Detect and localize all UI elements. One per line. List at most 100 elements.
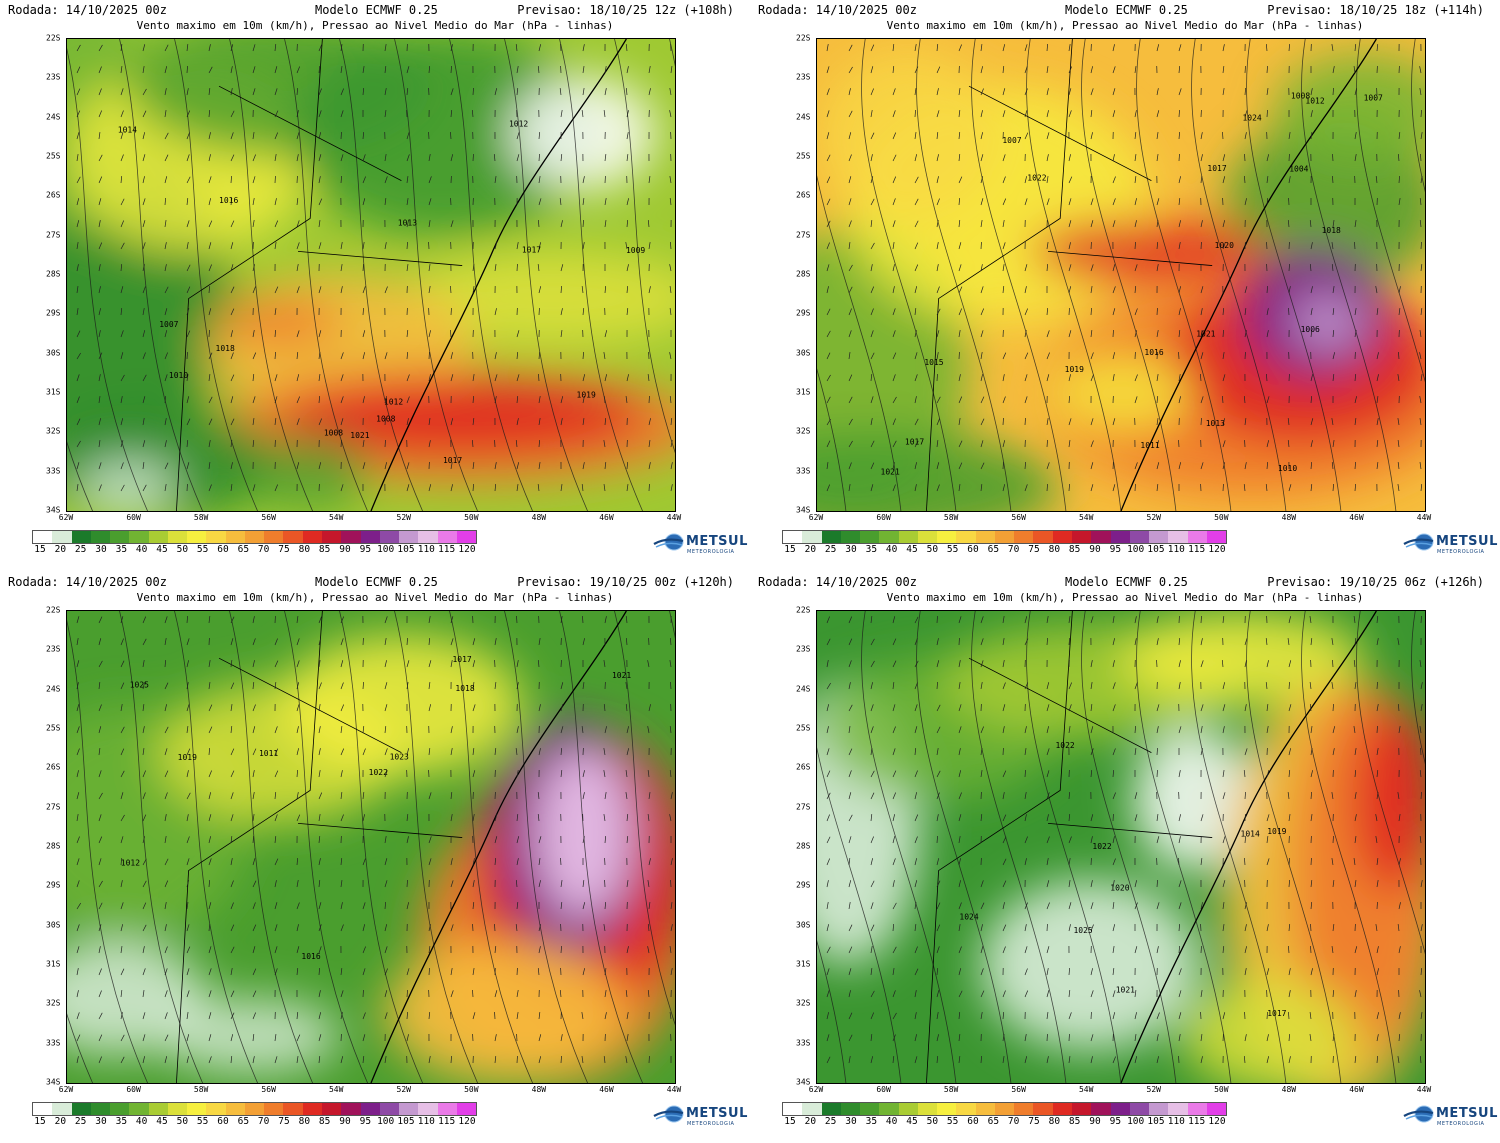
wind-arrow <box>848 440 853 448</box>
wind-arrow <box>450 44 453 52</box>
wind-arrow <box>1156 110 1160 118</box>
wind-arrow <box>1244 660 1247 668</box>
wind-arrow <box>625 87 628 96</box>
wind-arrow <box>1024 814 1027 822</box>
latitude-label: 26S <box>46 190 61 200</box>
isobar <box>861 39 957 511</box>
wind-arrow <box>914 660 919 668</box>
wind-arrow <box>892 88 896 96</box>
colorbar-segment <box>1187 531 1207 543</box>
latitude-label: 22S <box>46 605 61 615</box>
wind-arrow <box>120 484 125 492</box>
isobar-label: 1025 <box>130 680 149 689</box>
wind-arrow <box>450 726 453 734</box>
wind-arrow <box>1420 241 1422 250</box>
wind-arrow <box>870 154 873 162</box>
wind-arrow <box>208 484 212 492</box>
wind-arrow <box>626 1034 629 1042</box>
wind-arrow <box>472 858 475 866</box>
wind-arrow <box>1002 198 1007 206</box>
wind-arrow <box>1243 396 1246 404</box>
wind-arrow <box>1112 44 1115 52</box>
wind-arrow <box>670 792 673 800</box>
wind-arrow <box>1178 65 1181 74</box>
wind-arrow <box>142 220 146 228</box>
wind-arrow <box>626 285 629 294</box>
wind-arrow <box>252 660 255 668</box>
wind-arrow <box>1266 285 1268 294</box>
wind-arrow <box>870 748 873 756</box>
wind-arrow <box>472 286 475 294</box>
wind-arrow <box>958 704 962 712</box>
longitude-label: 44W <box>666 1085 682 1094</box>
wind-arrow <box>1244 638 1248 646</box>
colorbar-segment <box>225 1103 245 1115</box>
wind-arrow <box>208 879 211 888</box>
wind-arrow <box>120 110 124 118</box>
wind-arrow <box>274 1034 277 1042</box>
isobar <box>1191 39 1287 511</box>
wind-arrow <box>142 836 146 844</box>
wind-arrow <box>892 814 896 822</box>
wind-arrow <box>98 748 101 756</box>
wind-arrow <box>1024 264 1028 272</box>
wind-arrow <box>98 880 103 888</box>
wind-arrow <box>914 792 918 800</box>
wind-arrow <box>472 638 476 646</box>
wind-arrow <box>604 198 607 206</box>
wind-arrow <box>1046 682 1050 690</box>
globe-icon <box>1403 1105 1434 1123</box>
wind-arrow <box>1046 946 1050 954</box>
wind-arrow <box>670 968 673 976</box>
wind-arrow <box>1024 946 1028 954</box>
wind-arrow <box>1310 703 1312 712</box>
wind-arrow <box>1046 66 1049 74</box>
wind-arrow <box>625 770 628 778</box>
wind-arrow <box>1332 374 1335 382</box>
wind-arrow <box>76 814 79 822</box>
colorbar-tick: 90 <box>1089 1116 1101 1127</box>
wind-arrow <box>1376 968 1379 976</box>
wind-arrow <box>186 351 188 360</box>
wind-arrow <box>472 374 475 382</box>
latitude-label: 25S <box>796 723 811 733</box>
wind-arrow <box>318 660 321 668</box>
wind-arrow <box>1354 748 1357 756</box>
isobar-label: 1022 <box>1092 842 1111 851</box>
latitude-label: 34S <box>46 1077 61 1087</box>
wind-arrow <box>892 638 897 646</box>
coastline <box>370 39 627 511</box>
wind-arrow <box>1112 946 1115 954</box>
wind-arrow <box>142 968 146 976</box>
wind-arrow <box>1156 1012 1160 1020</box>
colorbar-segment <box>802 531 822 543</box>
colorbar-tick: 45 <box>156 1116 168 1127</box>
wind-arrow <box>625 682 628 690</box>
wind-arrow <box>914 880 918 888</box>
wind-arrow <box>914 418 919 426</box>
wind-arrow <box>1353 858 1356 866</box>
wind-arrow <box>980 352 983 360</box>
colorbar-tick: 35 <box>115 544 128 555</box>
wind-arrow <box>208 836 211 844</box>
metsul-logo: METSUL METEOROLOGIA <box>1402 532 1497 558</box>
wind-arrow <box>1090 902 1094 910</box>
wind-arrow <box>318 418 323 426</box>
wind-arrow <box>450 924 454 932</box>
isobar-label: 1012 <box>384 397 403 406</box>
wind-arrow <box>1332 924 1335 932</box>
wind-arrow <box>1288 263 1290 272</box>
wind-arrow <box>406 462 410 470</box>
wind-arrow <box>1068 1012 1072 1020</box>
wind-arrow <box>669 814 672 822</box>
wind-arrow <box>626 264 629 272</box>
wind-arrow <box>1266 770 1270 778</box>
wind-arrow <box>870 396 874 404</box>
latitude-label: 27S <box>46 230 61 240</box>
wind-arrow <box>428 704 432 712</box>
wind-arrow <box>1134 1034 1137 1042</box>
wind-arrow <box>1288 176 1291 184</box>
wind-arrow <box>870 66 874 74</box>
colorbar-tick: 50 <box>926 1116 939 1127</box>
wind-arrow <box>142 110 147 118</box>
